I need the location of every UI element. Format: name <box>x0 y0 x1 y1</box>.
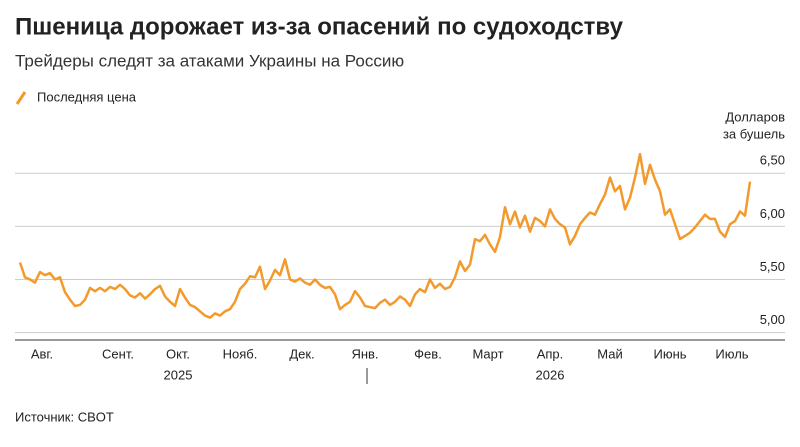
year-label: 2026 <box>536 367 565 382</box>
chart-subtitle: Трейдеры следят за атаками Украины на Ро… <box>15 51 404 70</box>
y-tick-label: 5,00 <box>760 312 785 327</box>
y-tick-label: 5,50 <box>760 259 785 274</box>
x-tick-label: Июнь <box>653 346 686 361</box>
legend-swatch <box>15 91 27 105</box>
y-tick-label: 6,50 <box>760 153 785 168</box>
x-tick-label: Март <box>472 346 503 361</box>
x-tick-label: Янв. <box>351 346 378 361</box>
x-tick-label: Фев. <box>414 346 442 361</box>
x-tick-label: Сент. <box>102 346 134 361</box>
x-tick-label: Май <box>597 346 622 361</box>
y-axis-label: за бушель <box>723 126 785 141</box>
chart-title: Пшеница дорожает из-за опасений по судох… <box>15 13 624 40</box>
y-axis-label: Долларов <box>725 109 785 124</box>
source: Источник: CBOT <box>15 409 114 424</box>
legend-label: Последняя цена <box>37 89 137 104</box>
year-label: 2025 <box>164 367 193 382</box>
x-tick-label: Авг. <box>31 346 53 361</box>
y-tick-label: 6,00 <box>760 206 785 221</box>
price-line <box>18 152 752 319</box>
x-tick-label: Окт. <box>166 346 190 361</box>
x-tick-label: Дек. <box>289 346 314 361</box>
x-tick-label: Нояб. <box>223 346 258 361</box>
x-tick-label: Июль <box>715 346 748 361</box>
x-tick-label: Апр. <box>537 346 564 361</box>
